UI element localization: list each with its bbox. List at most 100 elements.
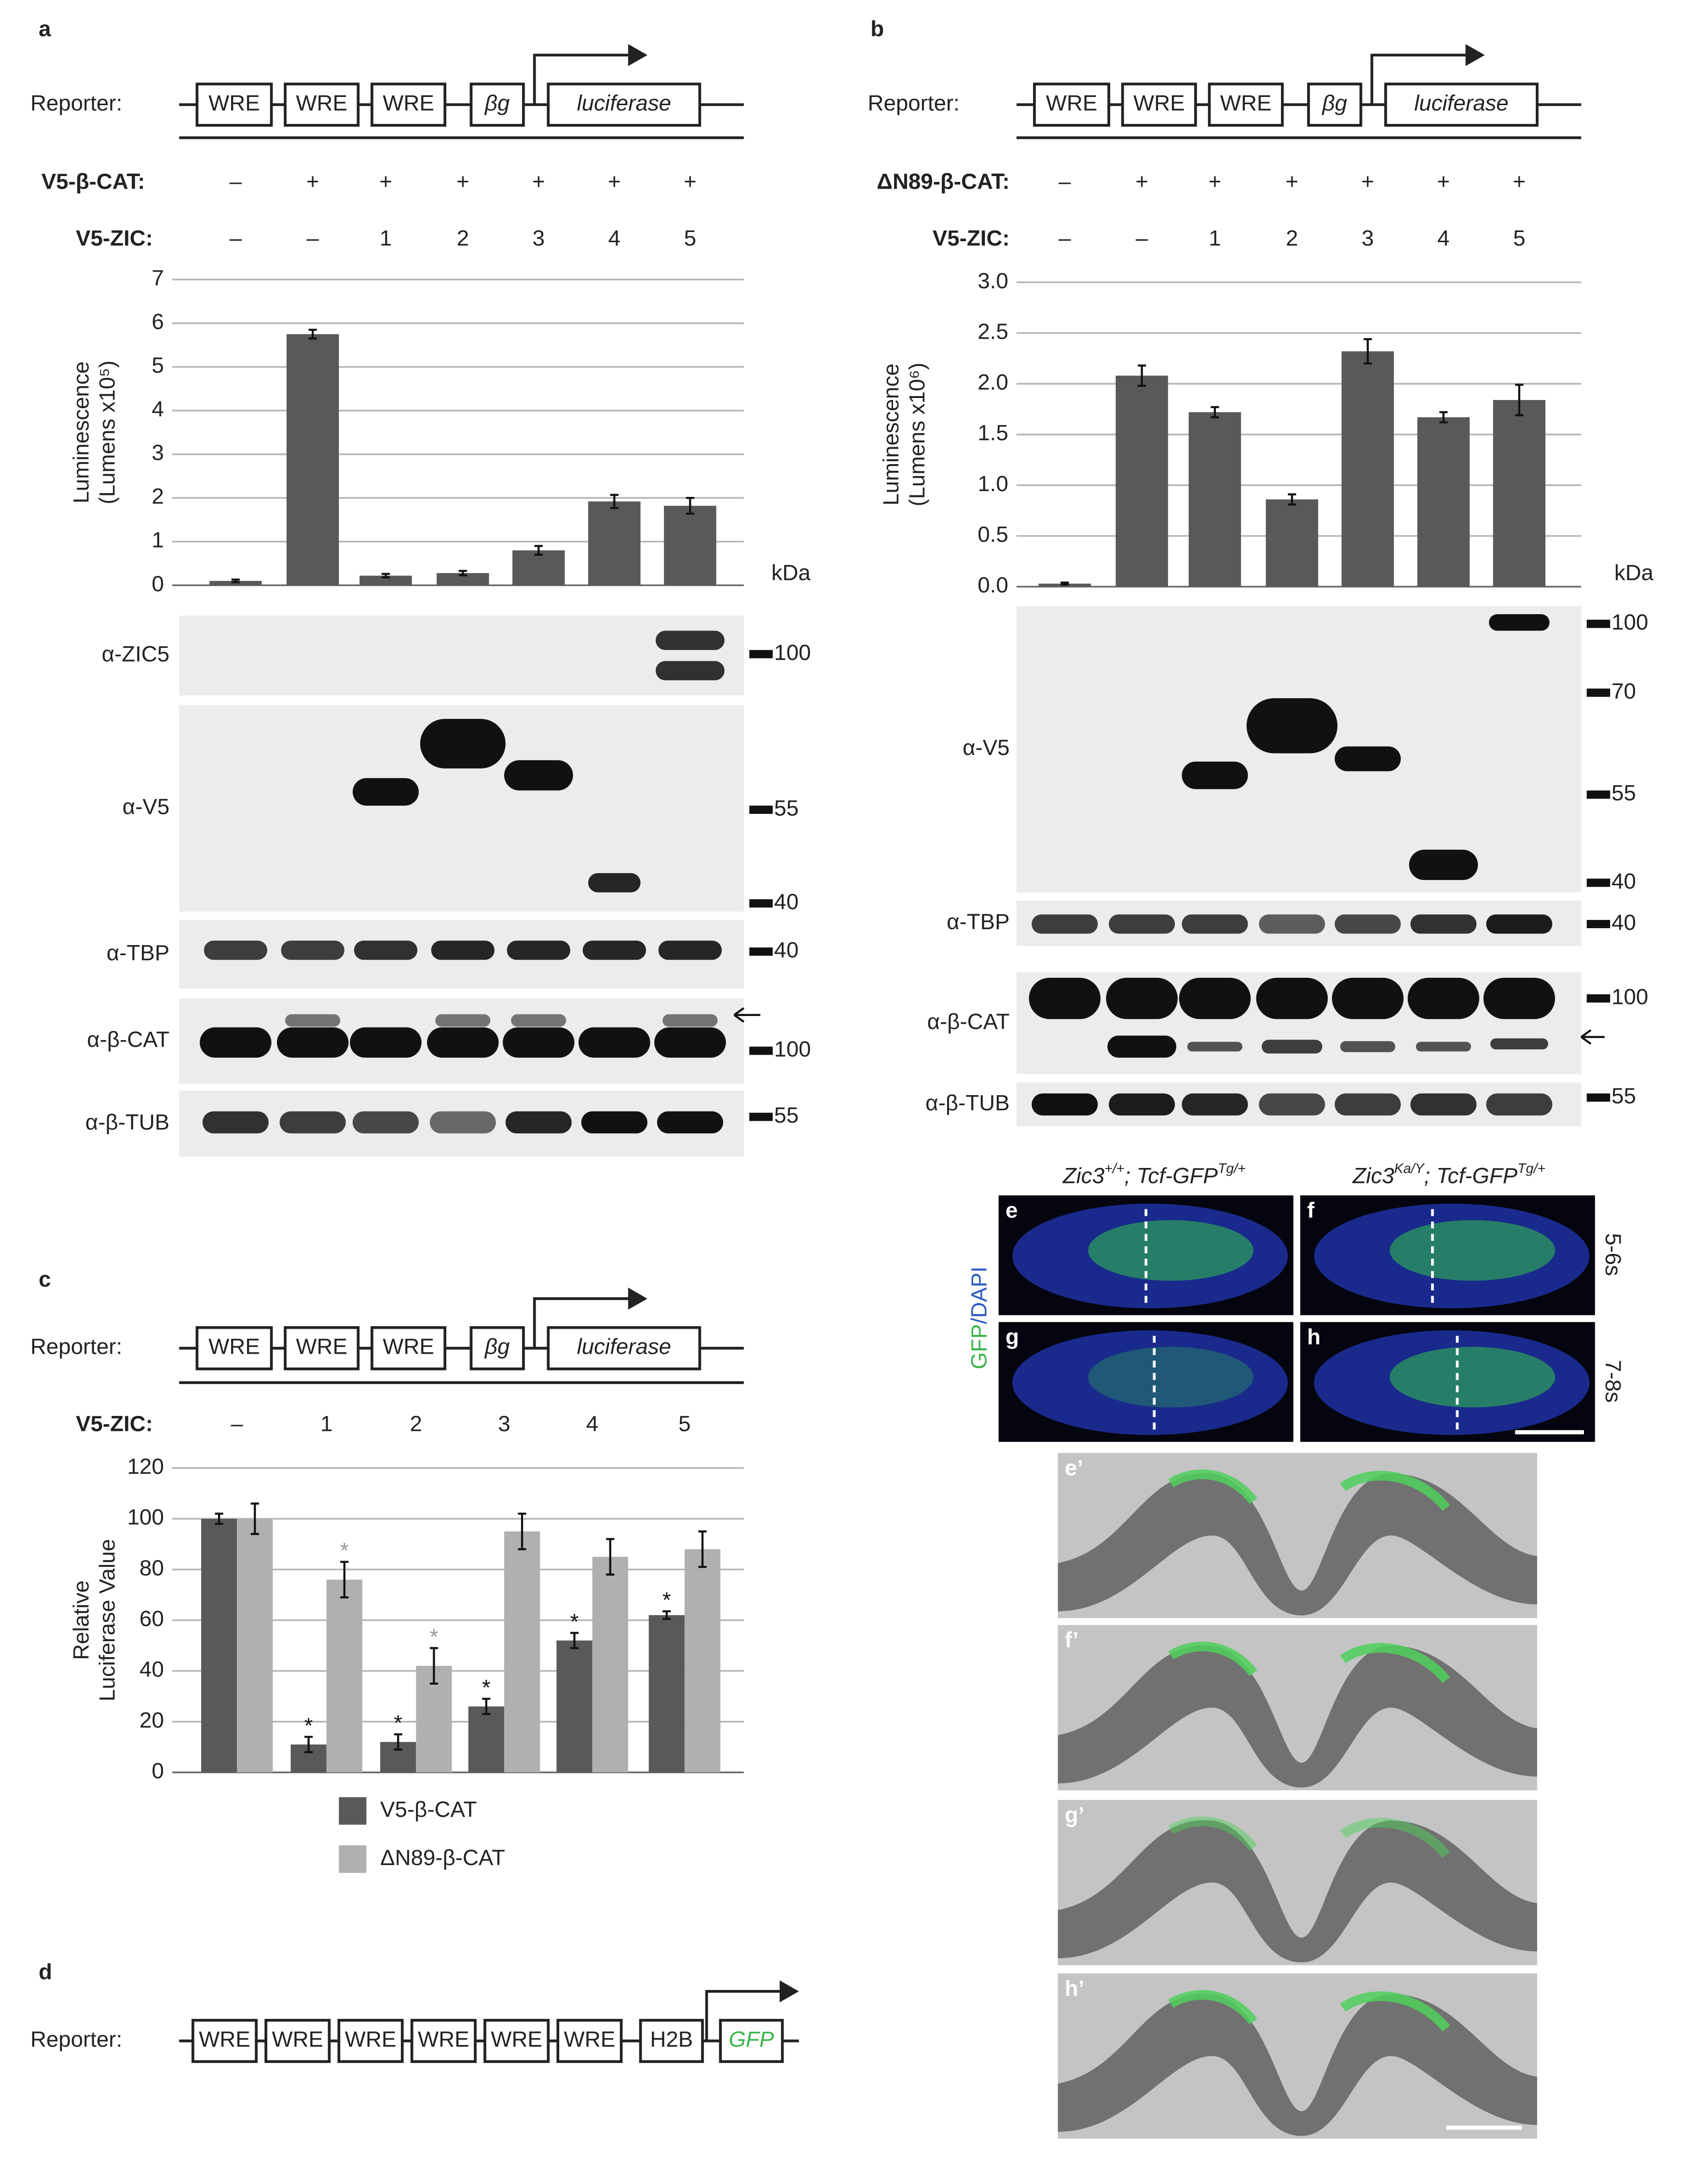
promoter-arrowhead [779, 1980, 799, 2003]
y-tick-label: 60 [139, 1606, 164, 1631]
reporter-element-box [547, 82, 702, 127]
gfp-section-signal [1168, 1469, 1450, 1511]
y-tick-label: 100 [127, 1505, 164, 1529]
x-tick-label: 3 [1362, 226, 1374, 250]
blot-band [504, 760, 573, 791]
error-bar [381, 573, 390, 579]
kda-marker [749, 805, 773, 814]
blot-band [1259, 1093, 1325, 1116]
blot-label: α-β-CAT [87, 1027, 169, 1052]
row-label: V5-ZIC: [933, 226, 1010, 250]
blot-band [200, 1027, 272, 1058]
y-tick-label: 2.0 [978, 370, 1008, 395]
blot-band [657, 1111, 723, 1134]
legend-swatch [339, 1797, 367, 1825]
kda-value: 70 [1612, 679, 1636, 703]
reporter-element-box [195, 82, 273, 127]
blot-band [1483, 977, 1555, 1019]
x-tick-label: 1 [380, 226, 392, 250]
image-letter: f [1307, 1198, 1315, 1222]
blot-band [1335, 1093, 1401, 1116]
reporter-element-box [556, 2018, 623, 2063]
blot-band [1032, 914, 1098, 934]
gfp-signal [1088, 1220, 1253, 1281]
reporter-element: WRE [272, 2027, 323, 2052]
kda-marker [1586, 920, 1611, 929]
blot-band [582, 940, 646, 960]
row-value: + [306, 169, 319, 194]
blot-band [1187, 1042, 1242, 1052]
y-axis-label: (Lumens x10⁶) [905, 363, 929, 507]
y-tick-label: 5 [152, 353, 164, 378]
genotype-part: Ka/Y [1394, 1161, 1425, 1176]
bar [648, 1615, 685, 1772]
x-tick-label: – [231, 1412, 243, 1436]
blot-band [285, 1014, 341, 1027]
reporter-element: WRE [208, 91, 260, 115]
blot-band [1261, 1040, 1322, 1054]
error-bar [1061, 581, 1069, 586]
significance-star: * [304, 1713, 313, 1738]
kda-value: 40 [774, 890, 799, 914]
y-tick-label: 3.0 [978, 268, 1008, 293]
y-tick-label: 4 [152, 397, 164, 421]
genotype-part: Zic3 [1062, 1164, 1104, 1188]
row-value: – [1059, 169, 1071, 194]
reporter-element-box [264, 2018, 331, 2063]
blot-band [354, 940, 418, 960]
blot-band [655, 661, 725, 681]
section-letter: g’ [1065, 1802, 1085, 1827]
section-letter: e’ [1065, 1455, 1083, 1480]
blot-band [1246, 698, 1337, 754]
reporter-element-box [639, 2018, 704, 2063]
panel-letter: b [870, 16, 884, 41]
kda-value: 55 [1612, 781, 1636, 805]
kda-value: 40 [1612, 910, 1636, 935]
promoter-arrowhead [628, 44, 647, 67]
significance-star: * [429, 1624, 438, 1649]
reporter-element: WRE [1220, 91, 1272, 115]
tissue-fold [1058, 1993, 1537, 2136]
kda-value: 100 [774, 640, 811, 665]
bar [588, 501, 641, 586]
bar [664, 506, 716, 586]
reporter-element-box [1208, 82, 1284, 127]
reporter-element-box [284, 1326, 360, 1371]
blot-band [435, 1014, 491, 1027]
embryo [1012, 1330, 1288, 1435]
blot-band [1259, 914, 1325, 934]
bar [286, 334, 339, 586]
bar [1116, 375, 1168, 587]
kda-marker [749, 947, 773, 956]
reporter-element-box [1384, 82, 1539, 127]
reporter-element-box [719, 2018, 784, 2063]
blot-band [350, 1027, 422, 1058]
row-value: + [379, 169, 392, 194]
error-bar [1439, 411, 1448, 424]
y-tick-label: 20 [139, 1708, 164, 1732]
stain-gfp: GFP [967, 1324, 992, 1370]
kda-marker [1586, 790, 1611, 799]
reporter-element: WRE [296, 1334, 347, 1359]
panel-letter: c [39, 1267, 51, 1291]
blot-band [279, 1111, 346, 1134]
blot-band [1182, 1093, 1248, 1116]
kda-value: 55 [774, 1103, 799, 1127]
reporter-element: WRE [1133, 91, 1185, 115]
significance-star: * [340, 1538, 349, 1563]
genotype-part: ; Tcf-GFP [1124, 1164, 1218, 1188]
reporter-element: luciferase [577, 91, 671, 115]
blot-label: α-V5 [123, 795, 169, 819]
gfp-signal [1390, 1346, 1555, 1408]
error-bar [458, 570, 467, 577]
error-bar [1364, 338, 1372, 365]
blot-band [202, 1111, 269, 1134]
promoter-arrow [533, 54, 631, 105]
genotype-header: Zic3Ka/Y; Tcf-GFPTg/+ [1352, 1161, 1545, 1188]
blot-band [1335, 746, 1401, 771]
reporter-element-box [195, 1326, 273, 1371]
blot-band [1490, 1038, 1548, 1050]
blot-band [431, 940, 495, 960]
legend-label: V5-β-CAT [380, 1797, 477, 1822]
blot-band [1416, 1042, 1471, 1052]
